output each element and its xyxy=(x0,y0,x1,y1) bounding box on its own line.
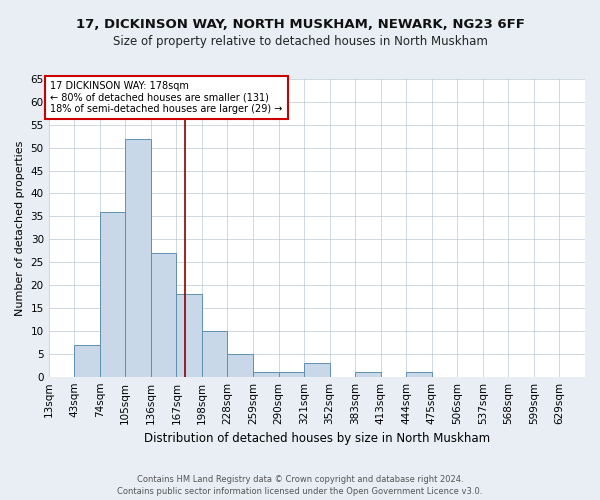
Y-axis label: Number of detached properties: Number of detached properties xyxy=(15,140,25,316)
Bar xyxy=(202,331,227,376)
Bar xyxy=(176,294,202,376)
Bar xyxy=(355,372,380,376)
Text: Contains public sector information licensed under the Open Government Licence v3: Contains public sector information licen… xyxy=(118,486,482,496)
Text: Contains HM Land Registry data © Crown copyright and database right 2024.: Contains HM Land Registry data © Crown c… xyxy=(137,476,463,484)
Text: 17 DICKINSON WAY: 178sqm
← 80% of detached houses are smaller (131)
18% of semi-: 17 DICKINSON WAY: 178sqm ← 80% of detach… xyxy=(50,82,283,114)
Text: Size of property relative to detached houses in North Muskham: Size of property relative to detached ho… xyxy=(113,35,487,48)
Bar xyxy=(125,138,151,376)
Bar xyxy=(151,253,176,376)
Bar xyxy=(253,372,278,376)
Bar xyxy=(227,354,253,376)
Bar xyxy=(74,344,100,376)
Bar xyxy=(278,372,304,376)
Bar xyxy=(100,212,125,376)
Text: 17, DICKINSON WAY, NORTH MUSKHAM, NEWARK, NG23 6FF: 17, DICKINSON WAY, NORTH MUSKHAM, NEWARK… xyxy=(76,18,524,30)
X-axis label: Distribution of detached houses by size in North Muskham: Distribution of detached houses by size … xyxy=(144,432,490,445)
Bar xyxy=(304,363,329,376)
Bar xyxy=(406,372,432,376)
